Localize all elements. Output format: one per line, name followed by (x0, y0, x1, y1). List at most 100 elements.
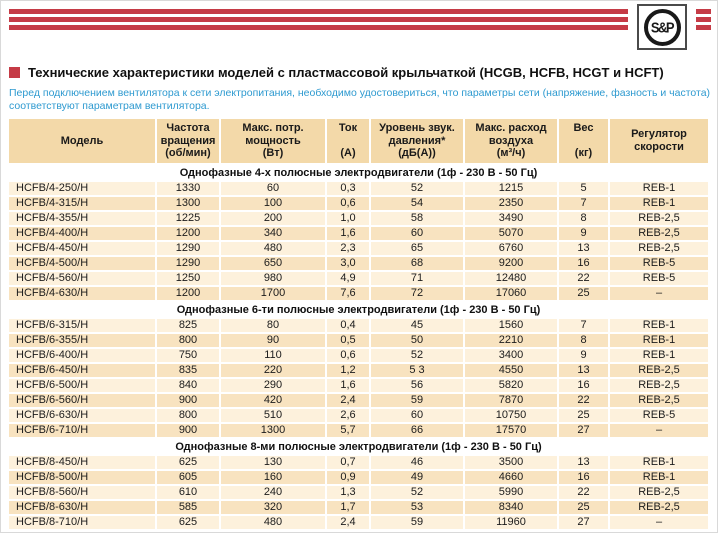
cell-current: 0,5 (327, 333, 369, 347)
cell-current: 3,0 (327, 256, 369, 270)
cell-model: HCFB/4-450/H (9, 241, 155, 255)
cell-weight: 13 (559, 241, 608, 255)
cell-regulator: REB-2,5 (610, 500, 708, 514)
cell-current: 2,6 (327, 408, 369, 422)
spec-table-body: Однофазные 4-х полюсные электродвигатели… (9, 164, 708, 529)
cell-noise: 45 (371, 318, 463, 332)
column-header-rpm: Частота вращения (об/мин) (157, 119, 219, 163)
cell-regulator: REB-2,5 (610, 241, 708, 255)
cell-regulator: – (610, 423, 708, 437)
cell-weight: 25 (559, 500, 608, 514)
table-row: HCFB/6-560/H 900 420 2,4 59 7870 22 REB-2,5 (9, 393, 708, 407)
cell-rpm: 750 (157, 348, 219, 362)
cell-model: HCFB/4-400/H (9, 226, 155, 240)
cell-rpm: 610 (157, 485, 219, 499)
cell-regulator: REB-1 (610, 181, 708, 195)
cell-weight: 7 (559, 318, 608, 332)
cell-noise: 60 (371, 226, 463, 240)
cell-regulator: REB-2,5 (610, 485, 708, 499)
sp-logo-text: S&P (650, 18, 675, 36)
cell-rpm: 1300 (157, 196, 219, 210)
cell-airflow: 3400 (465, 348, 557, 362)
cell-airflow: 5820 (465, 378, 557, 392)
brand-band: S&P (1, 4, 717, 54)
cell-airflow: 11960 (465, 515, 557, 529)
cell-model: HCFB/6-710/H (9, 423, 155, 437)
column-header-row: Модель Частота вращения (об/мин) Макс. пот… (9, 119, 708, 163)
cell-current: 4,9 (327, 271, 369, 285)
cell-airflow: 10750 (465, 408, 557, 422)
page-title: Технические характеристики моделей с пла… (28, 65, 664, 80)
brand-stripes-right (696, 9, 711, 30)
cell-regulator: REB-5 (610, 256, 708, 270)
cell-regulator: REB-2,5 (610, 378, 708, 392)
cell-rpm: 625 (157, 515, 219, 529)
cell-current: 0,3 (327, 181, 369, 195)
cell-model: HCFB/6-315/H (9, 318, 155, 332)
cell-airflow: 6760 (465, 241, 557, 255)
cell-power: 100 (221, 196, 325, 210)
cell-model: HCFB/8-560/H (9, 485, 155, 499)
cell-weight: 16 (559, 256, 608, 270)
cell-weight: 8 (559, 211, 608, 225)
cell-current: 1,3 (327, 485, 369, 499)
cell-weight: 22 (559, 485, 608, 499)
cell-power: 980 (221, 271, 325, 285)
cell-weight: 9 (559, 226, 608, 240)
cell-power: 420 (221, 393, 325, 407)
cell-weight: 5 (559, 181, 608, 195)
column-header-weight: Вес (кг) (559, 119, 608, 163)
table-row: HCFB/6-315/H 825 80 0,4 45 1560 7 REB-1 (9, 318, 708, 332)
cell-noise: 59 (371, 515, 463, 529)
cell-weight: 16 (559, 470, 608, 484)
cell-model: HCFB/8-500/H (9, 470, 155, 484)
cell-weight: 22 (559, 271, 608, 285)
cell-current: 1,6 (327, 378, 369, 392)
table-row: HCFB/6-500/H 840 290 1,6 56 5820 16 REB-2,5 (9, 378, 708, 392)
cell-rpm: 1290 (157, 256, 219, 270)
cell-rpm: 585 (157, 500, 219, 514)
column-header-noise: Уровень звук. давления* (дБ(А)) (371, 119, 463, 163)
cell-current: 2,4 (327, 393, 369, 407)
column-header-regulator: Регулятор скорости (610, 119, 708, 163)
cell-regulator: REB-1 (610, 455, 708, 469)
cell-weight: 8 (559, 333, 608, 347)
cell-current: 0,9 (327, 470, 369, 484)
cell-power: 650 (221, 256, 325, 270)
cell-airflow: 4660 (465, 470, 557, 484)
cell-noise: 65 (371, 241, 463, 255)
cell-power: 80 (221, 318, 325, 332)
section-header: Однофазные 6-ти полюсные электродвигател… (9, 301, 708, 317)
cell-weight: 25 (559, 408, 608, 422)
section-title-row: Технические характеристики моделей с пла… (9, 65, 709, 80)
cell-rpm: 835 (157, 363, 219, 377)
table-row: HCFB/4-315/H 1300 100 0,6 54 2350 7 REB-1 (9, 196, 708, 210)
cell-rpm: 800 (157, 408, 219, 422)
table-row: HCFB/4-630/H 1200 1700 7,6 72 17060 25– (9, 286, 708, 300)
table-row: HCFB/8-710/H 625 480 2,4 59 11960 27– (9, 515, 708, 529)
cell-airflow: 7870 (465, 393, 557, 407)
cell-noise: 52 (371, 348, 463, 362)
cell-regulator: REB-1 (610, 470, 708, 484)
cell-rpm: 840 (157, 378, 219, 392)
cell-model: HCFB/4-500/H (9, 256, 155, 270)
cell-current: 7,6 (327, 286, 369, 300)
table-row: HCFB/4-450/H 1290 480 2,3 65 6760 13 REB-2,5 (9, 241, 708, 255)
cell-airflow: 17570 (465, 423, 557, 437)
cell-noise: 52 (371, 181, 463, 195)
cell-current: 2,3 (327, 241, 369, 255)
cell-model: HCFB/6-450/H (9, 363, 155, 377)
cell-noise: 68 (371, 256, 463, 270)
cell-model: HCFB/4-560/H (9, 271, 155, 285)
cell-airflow: 5990 (465, 485, 557, 499)
cell-airflow: 4550 (465, 363, 557, 377)
cell-model: HCFB/4-250/H (9, 181, 155, 195)
cell-rpm: 1225 (157, 211, 219, 225)
table-row: HCFB/8-630/H 585 320 1,7 53 8340 25 REB-2,5 (9, 500, 708, 514)
spec-table: Модель Частота вращения (об/мин) Макс. пот… (7, 117, 710, 531)
cell-regulator: REB-5 (610, 271, 708, 285)
column-header-airflow: Макс. расход воздуха (м³/ч) (465, 119, 557, 163)
cell-power: 1300 (221, 423, 325, 437)
cell-rpm: 1290 (157, 241, 219, 255)
cell-airflow: 5070 (465, 226, 557, 240)
